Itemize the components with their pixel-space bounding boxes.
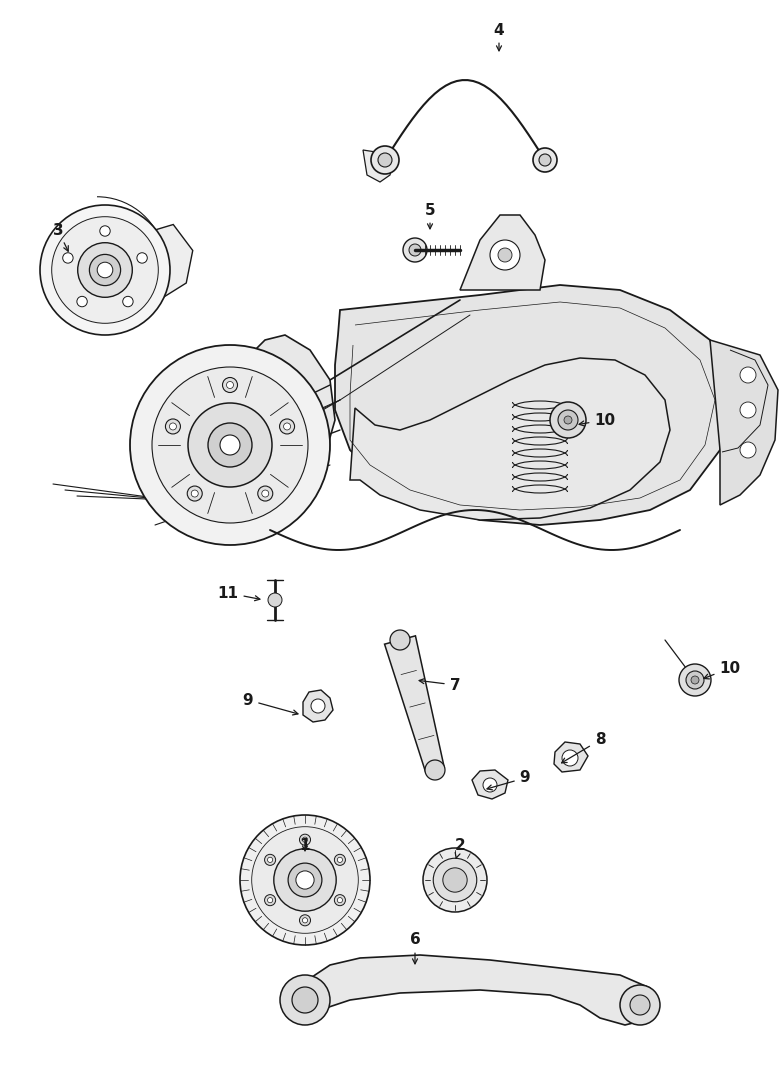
Polygon shape [385,636,445,772]
Polygon shape [303,690,333,722]
Polygon shape [292,955,658,1026]
Text: 11: 11 [218,586,260,601]
Circle shape [268,594,282,607]
Circle shape [122,297,133,307]
Polygon shape [140,225,193,299]
Circle shape [303,918,307,923]
Circle shape [425,760,445,780]
Circle shape [191,490,198,497]
Circle shape [280,975,330,1026]
Polygon shape [363,149,395,182]
Circle shape [240,815,370,945]
Circle shape [740,442,756,458]
Circle shape [77,297,87,307]
Circle shape [130,345,330,546]
Circle shape [691,676,699,684]
Text: 7: 7 [419,678,460,693]
Circle shape [558,410,578,430]
Circle shape [51,217,158,323]
Polygon shape [190,335,335,505]
Circle shape [335,854,346,865]
Circle shape [252,827,358,933]
Circle shape [165,419,180,434]
Circle shape [222,377,237,393]
Circle shape [371,146,399,173]
Circle shape [498,248,512,262]
Circle shape [300,914,310,926]
Circle shape [169,423,176,430]
Circle shape [264,895,275,906]
Circle shape [279,419,295,434]
Circle shape [188,403,272,487]
Circle shape [262,490,269,497]
Circle shape [62,253,73,263]
Polygon shape [335,285,730,525]
Circle shape [311,699,325,714]
Circle shape [337,858,342,863]
Circle shape [403,238,427,262]
Text: 10: 10 [704,660,740,679]
Circle shape [187,487,202,501]
Circle shape [378,153,392,167]
Polygon shape [460,215,545,290]
Circle shape [292,987,318,1014]
Circle shape [208,423,252,467]
Circle shape [740,367,756,383]
Circle shape [620,985,660,1026]
Circle shape [137,253,147,263]
Text: 3: 3 [53,223,69,251]
Polygon shape [350,358,670,520]
Text: 10: 10 [579,412,615,428]
Circle shape [296,871,314,889]
Text: 9: 9 [487,770,530,790]
Circle shape [740,401,756,418]
Circle shape [40,205,170,335]
Circle shape [630,995,650,1015]
Circle shape [257,487,273,501]
Circle shape [533,148,557,172]
Circle shape [226,382,233,388]
Circle shape [90,254,121,286]
Circle shape [300,835,310,846]
Text: 1: 1 [300,838,310,852]
Text: 6: 6 [410,933,420,963]
Circle shape [483,778,497,792]
Circle shape [490,240,520,269]
Polygon shape [472,770,508,799]
Circle shape [268,898,273,902]
Circle shape [220,435,240,455]
Polygon shape [710,340,778,505]
Circle shape [539,154,551,166]
Circle shape [303,837,307,842]
Text: 8: 8 [562,732,605,763]
Text: 5: 5 [424,203,435,229]
Polygon shape [554,742,588,772]
Circle shape [433,859,477,902]
Circle shape [409,244,421,256]
Circle shape [152,367,308,523]
Text: 4: 4 [494,23,505,51]
Circle shape [100,226,110,236]
Circle shape [78,242,133,298]
Circle shape [562,750,578,766]
Circle shape [443,867,467,892]
Text: 9: 9 [243,693,298,715]
Circle shape [288,863,322,897]
Circle shape [335,895,346,906]
Circle shape [284,423,291,430]
Circle shape [550,401,586,437]
Circle shape [390,630,410,650]
Circle shape [268,858,273,863]
Circle shape [98,262,113,278]
Circle shape [564,416,572,424]
Circle shape [337,898,342,902]
Circle shape [274,849,336,911]
Circle shape [679,664,711,696]
Circle shape [264,854,275,865]
Circle shape [423,848,487,912]
Circle shape [686,671,704,690]
Text: 2: 2 [455,838,466,859]
